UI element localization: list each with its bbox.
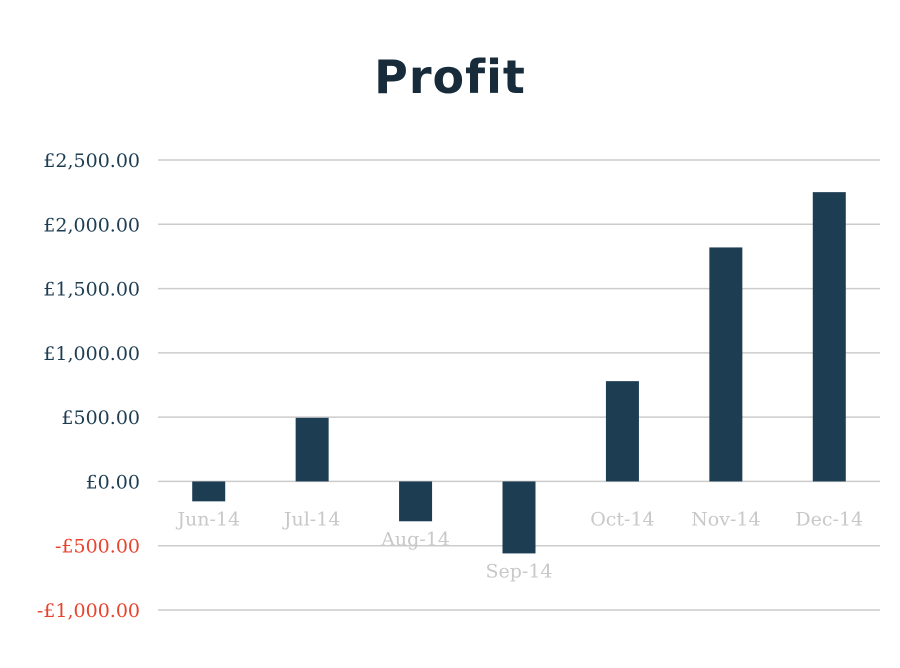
bar [399, 481, 433, 522]
y-tick-label: £1,000.00 [43, 343, 140, 365]
x-tick-label: Dec-14 [795, 508, 863, 530]
chart-title: Profit [374, 50, 526, 104]
y-tick-label: £2,000.00 [43, 214, 140, 236]
y-tick-label: £2,500.00 [43, 150, 140, 172]
y-tick-label: £500.00 [61, 407, 140, 429]
bar [192, 481, 226, 502]
y-tick-label: £1,500.00 [43, 279, 140, 301]
bar [502, 481, 536, 554]
y-tick-label: -£500.00 [55, 536, 140, 558]
bar [812, 192, 846, 482]
y-tick-label: -£1,000.00 [37, 600, 140, 622]
x-tick-label: Jun-14 [175, 508, 240, 530]
x-tick-label: Oct-14 [590, 508, 654, 530]
bar [295, 417, 329, 482]
x-tick-label: Jul-14 [282, 508, 341, 530]
y-tick-label: £0.00 [86, 471, 140, 493]
x-tick-label: Sep-14 [485, 560, 552, 582]
x-tick-label: Aug-14 [380, 528, 450, 550]
bar [605, 381, 639, 482]
bar [709, 247, 743, 482]
x-tick-label: Nov-14 [691, 508, 760, 530]
